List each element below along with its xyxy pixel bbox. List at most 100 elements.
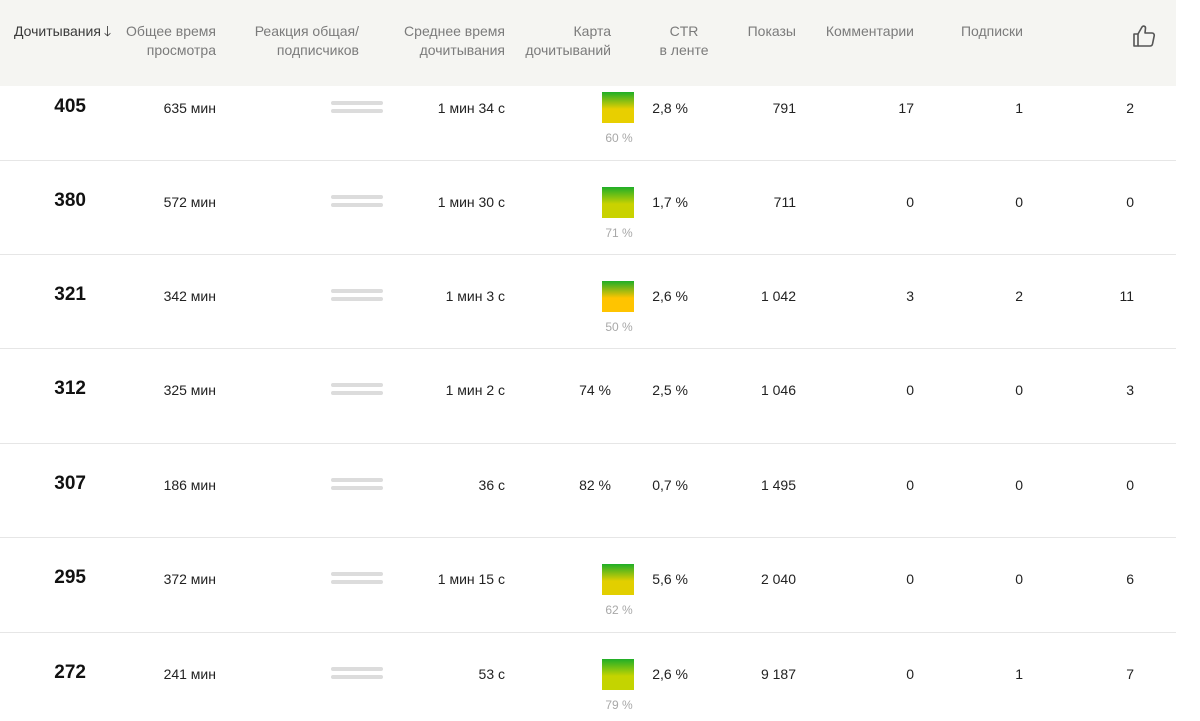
read-map-percent: 50 %: [605, 320, 633, 334]
reaction-bar-line: [331, 675, 383, 679]
ctr-value: 2,8 %: [652, 100, 688, 116]
subscriptions-value: 0: [1015, 194, 1023, 210]
likes-value: 3: [1126, 382, 1134, 398]
ctr-value: 0,7 %: [652, 477, 688, 493]
likes-value: 6: [1126, 571, 1134, 587]
column-header-total-time[interactable]: Общее время просмотра: [126, 22, 216, 60]
read-map-percent: 60 %: [605, 131, 633, 145]
sort-down-arrow-icon[interactable]: 🡓: [103, 23, 112, 39]
comments-value: 3: [906, 288, 914, 304]
avg-time-value: 1 мин 30 с: [437, 194, 505, 210]
reaction-bar-line: [331, 101, 383, 105]
reaction-bars: [331, 289, 383, 305]
subscriptions-value: 0: [1015, 571, 1023, 587]
read-map[interactable]: 60 %: [602, 92, 635, 152]
table-row[interactable]: 295 372 мин 1 мин 15 с 62 % 5,6 % 2 040 0 0 6: [0, 537, 1176, 633]
column-header-read-map-line1: Карта: [573, 23, 611, 39]
column-header-reads[interactable]: Дочитывания 🡓: [14, 22, 111, 41]
impressions-value: 2 040: [760, 571, 796, 587]
column-header-read-map-line2: дочитываний: [525, 42, 611, 58]
reaction-bar-line: [331, 383, 383, 387]
subscriptions-value: 0: [1015, 382, 1023, 398]
comments-value: 0: [906, 571, 914, 587]
column-header-avg-time[interactable]: Среднее время дочитывания: [404, 22, 505, 60]
read-map[interactable]: 62 %: [602, 564, 635, 624]
read-map-bar: [602, 659, 634, 690]
total-time-value: 325 мин: [163, 382, 216, 398]
likes-value: 0: [1126, 194, 1134, 210]
impressions-value: 1 495: [760, 477, 796, 493]
read-map[interactable]: 50 %: [602, 281, 635, 341]
reaction-bar-line: [331, 109, 383, 113]
column-header-comments[interactable]: Комментарии: [825, 23, 914, 39]
table-row[interactable]: 312 325 мин 1 мин 2 с 74 % 2,5 % 1 046 0 0 3: [0, 348, 1176, 444]
subscriptions-value: 1: [1015, 666, 1023, 682]
reaction-bar-line: [331, 203, 383, 207]
total-time-value: 372 мин: [163, 571, 216, 587]
column-header-impressions[interactable]: Показы: [747, 23, 796, 39]
reads-value: 272: [54, 662, 86, 683]
impressions-value: 1 042: [760, 288, 796, 304]
read-map-percent: 62 %: [605, 603, 633, 617]
impressions-value: 1 046: [760, 382, 796, 398]
reaction-bar-line: [331, 667, 383, 671]
total-time-value: 635 мин: [163, 100, 216, 116]
column-header-avg-time-line2: дочитывания: [419, 42, 505, 58]
likes-value: 2: [1126, 100, 1134, 116]
reaction-bar-line: [331, 572, 383, 576]
comments-value: 0: [906, 382, 914, 398]
read-map-bar: [602, 187, 634, 218]
read-map-bar: [602, 92, 634, 123]
table-row[interactable]: 321 342 мин 1 мин 3 с 50 % 2,6 % 1 042 3 2 11: [0, 254, 1176, 349]
impressions-value: 711: [773, 194, 796, 210]
reaction-bar-line: [331, 580, 383, 584]
column-header-reaction-line2: подписчиков: [276, 42, 359, 58]
column-header-subscriptions[interactable]: Подписки: [960, 23, 1023, 39]
avg-time-value: 1 мин 2 с: [445, 382, 505, 398]
impressions-value: 9 187: [760, 666, 796, 682]
reads-value: 312: [54, 378, 86, 399]
column-header-ctr[interactable]: CTR в ленте: [657, 22, 711, 60]
read-map[interactable]: 71 %: [602, 187, 635, 247]
reads-value: 380: [54, 190, 86, 211]
column-header-ctr-line2: в ленте: [659, 42, 709, 58]
column-header-ctr-line1: CTR: [669, 23, 699, 39]
reaction-bar-line: [331, 289, 383, 293]
column-header-reaction-line1: Реакция общая/: [254, 23, 359, 39]
avg-time-value: 1 мин 3 с: [445, 288, 505, 304]
comments-value: 17: [898, 100, 914, 116]
reads-value: 307: [54, 473, 86, 494]
reads-value: 405: [54, 96, 86, 117]
column-header-total-time-line1: Общее время: [126, 23, 216, 39]
table-header: Дочитывания 🡓 Общее время просмотра Реакц…: [0, 0, 1176, 86]
impressions-value: 791: [772, 100, 796, 116]
table-row[interactable]: 405 635 мин 1 мин 34 с 60 % 2,8 % 791 17 1 2: [0, 86, 1176, 161]
comments-value: 0: [906, 194, 914, 210]
reaction-bars: [331, 478, 383, 494]
likes-value: 11: [1119, 288, 1134, 304]
read-map[interactable]: 79 %: [602, 659, 635, 719]
avg-time-value: 36 с: [478, 477, 505, 493]
read-map-percent: 71 %: [605, 226, 633, 240]
avg-time-value: 1 мин 34 с: [437, 100, 505, 116]
avg-time-value: 1 мин 15 с: [437, 571, 505, 587]
ctr-value: 1,7 %: [652, 194, 688, 210]
ctr-value: 5,6 %: [652, 571, 688, 587]
reaction-bars: [331, 383, 383, 399]
read-map-percent: 82 %: [579, 477, 611, 493]
table-row[interactable]: 272 241 мин 53 с 79 % 2,6 % 9 187 0 1 7: [0, 632, 1176, 721]
reaction-bars: [331, 667, 383, 683]
column-header-read-map[interactable]: Карта дочитываний: [525, 22, 611, 60]
thumbs-up-icon[interactable]: [1131, 24, 1157, 48]
reaction-bar-line: [331, 486, 383, 490]
column-header-total-time-line2: просмотра: [146, 42, 216, 58]
read-map-bar: [602, 564, 634, 595]
column-header-reaction[interactable]: Реакция общая/ подписчиков: [255, 22, 359, 60]
table-row[interactable]: 380 572 мин 1 мин 30 с 71 % 1,7 % 711 0 0 0: [0, 160, 1176, 255]
comments-value: 0: [906, 477, 914, 493]
table-row[interactable]: 307 186 мин 36 с 82 % 0,7 % 1 495 0 0 0: [0, 443, 1176, 538]
comments-value: 0: [906, 666, 914, 682]
total-time-value: 241 мин: [163, 666, 216, 682]
read-map-percent: 74 %: [579, 382, 611, 398]
